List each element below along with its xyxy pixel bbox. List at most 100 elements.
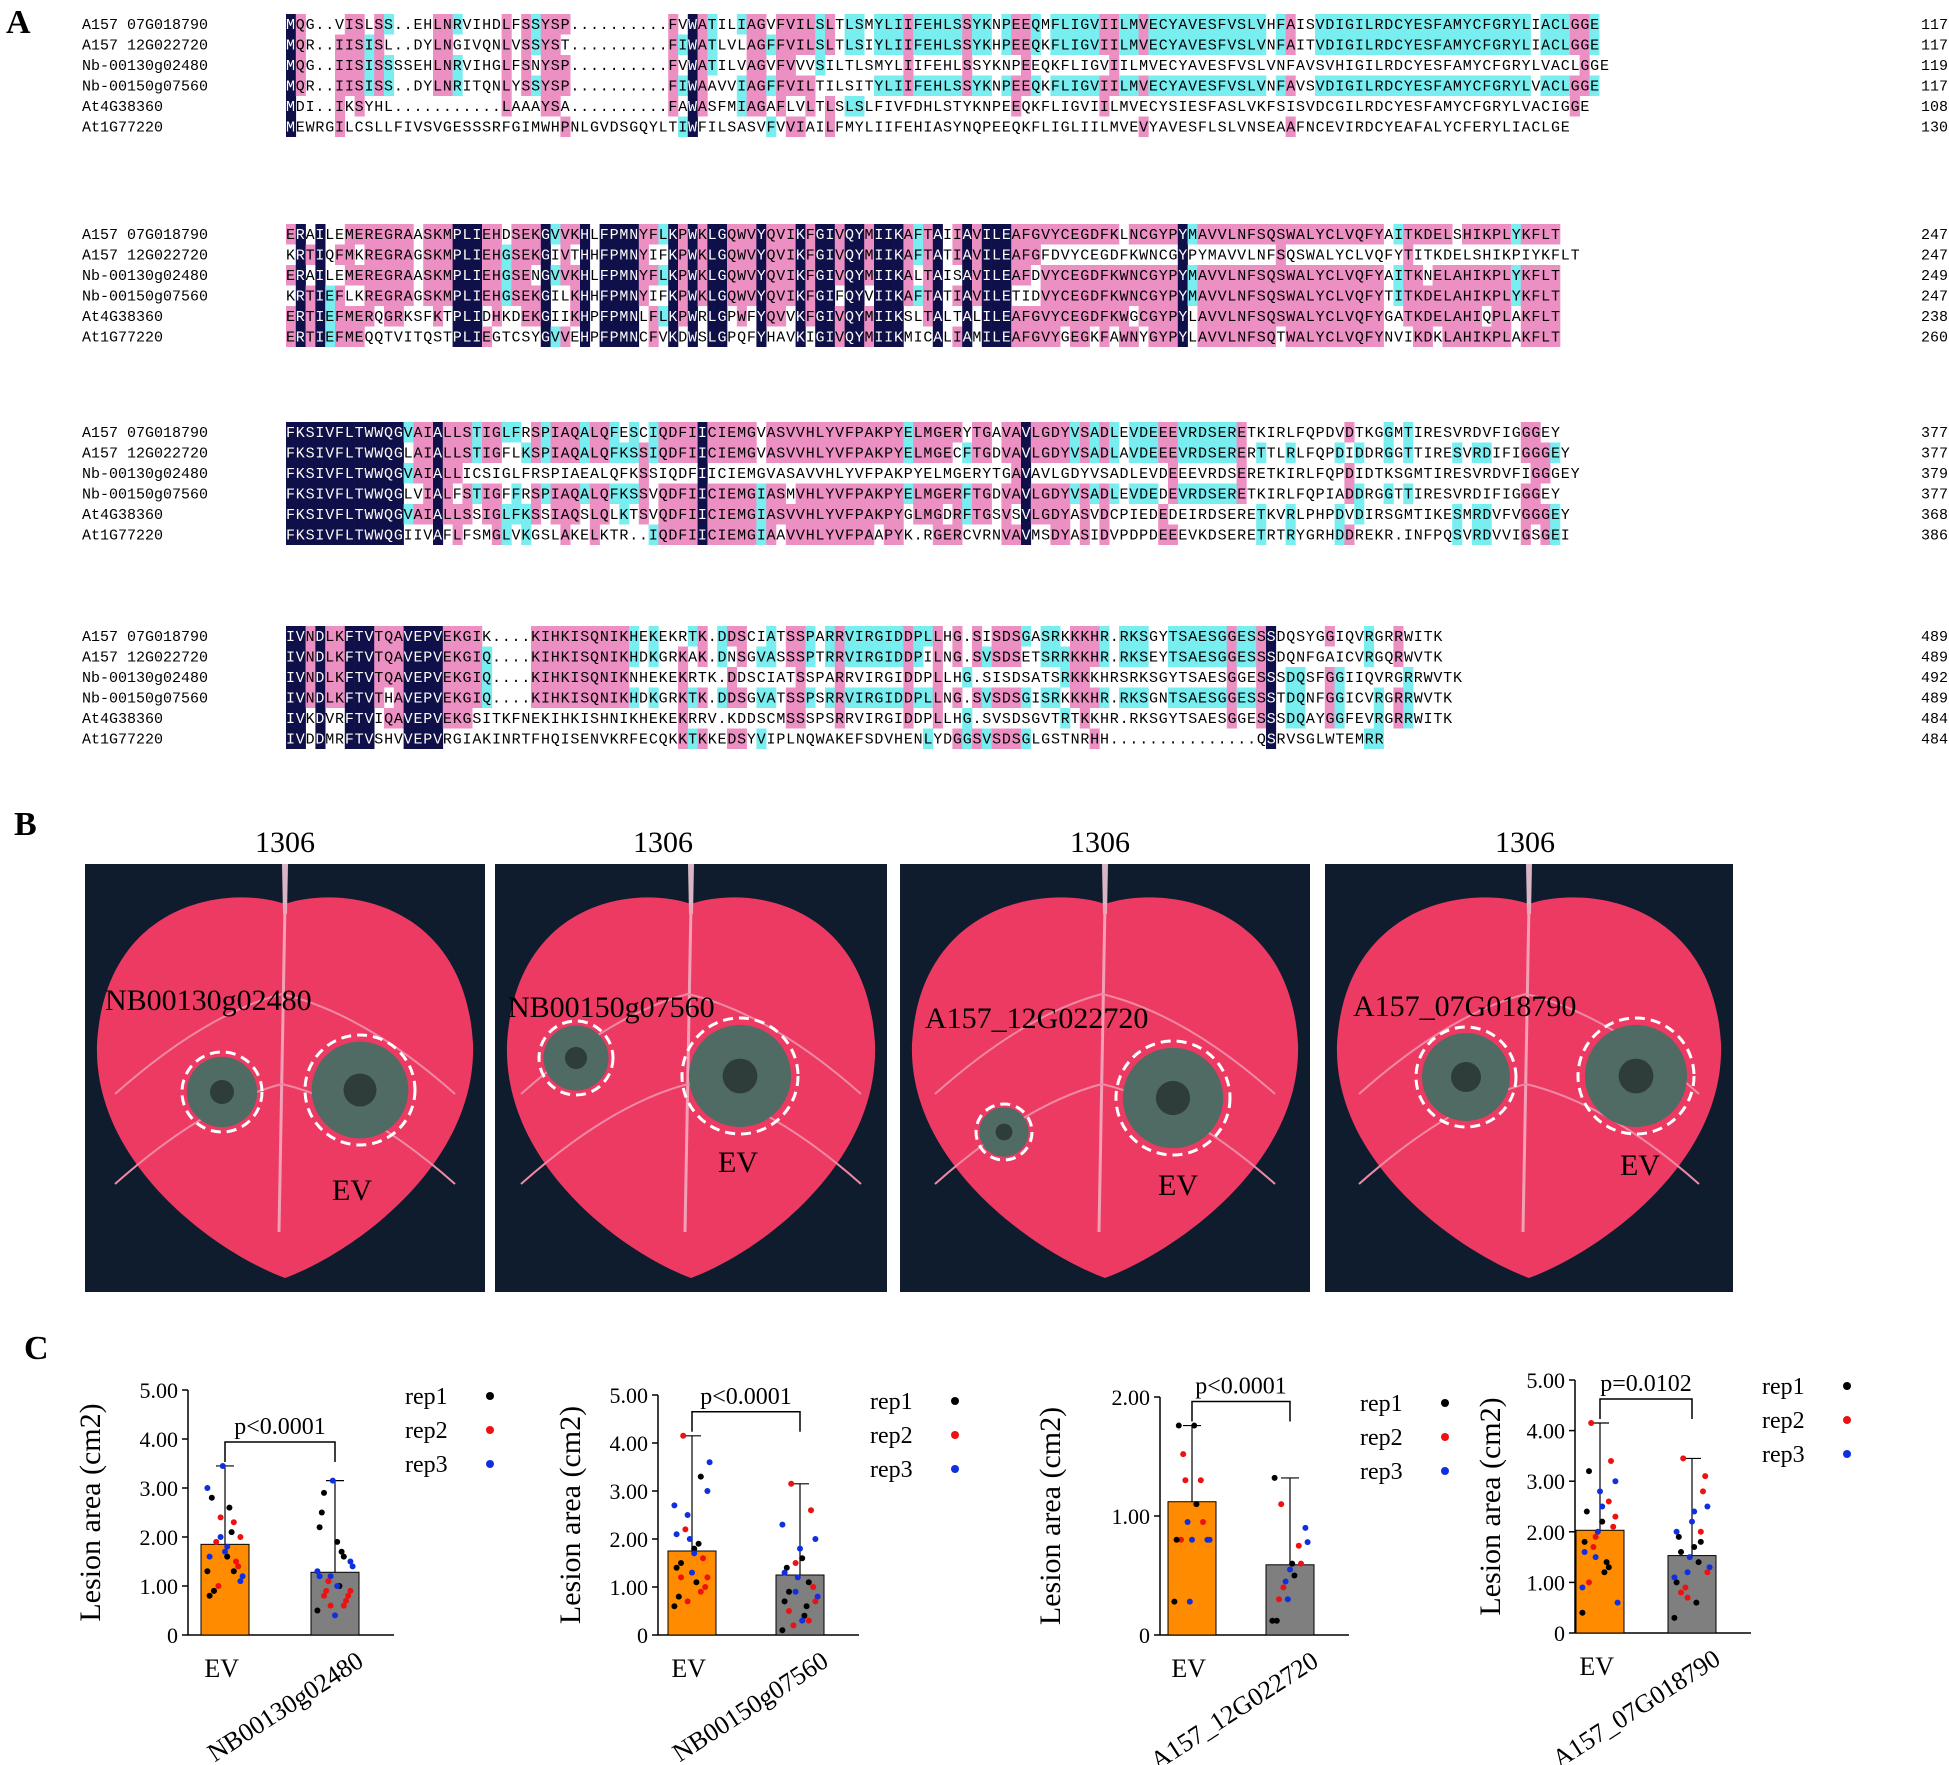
residue-shade xyxy=(580,626,591,647)
residue-shade xyxy=(619,306,630,327)
residue-shade xyxy=(981,504,992,525)
residue-shade xyxy=(1070,687,1081,708)
residue-shade xyxy=(805,285,816,306)
data-point xyxy=(235,1563,242,1570)
data-point xyxy=(314,1607,321,1614)
residue-shade xyxy=(1530,224,1541,245)
residue-shade xyxy=(736,285,747,306)
residue-shade xyxy=(629,646,640,667)
sequence-end-position: 377 xyxy=(1921,446,1948,463)
data-point xyxy=(1271,1474,1278,1481)
residue-shade xyxy=(923,504,934,525)
residue-shade xyxy=(433,34,444,55)
residue-shade xyxy=(433,265,444,286)
residue-shade xyxy=(482,285,493,306)
residue-shade xyxy=(325,306,336,327)
residue-shade xyxy=(727,483,738,504)
residue-shade xyxy=(981,306,992,327)
residue-shade xyxy=(1187,75,1198,96)
residue-shade xyxy=(923,442,934,463)
residue-shade xyxy=(1099,34,1110,55)
residue-shade xyxy=(1403,14,1414,35)
residue-shade xyxy=(1236,483,1247,504)
residue-shade xyxy=(756,285,767,306)
residue-shade xyxy=(1246,285,1257,306)
data-point xyxy=(1295,1542,1302,1549)
residue-shade xyxy=(589,442,600,463)
residue-shade xyxy=(325,422,336,443)
residue-shade xyxy=(374,463,385,484)
residue-shade xyxy=(687,96,698,117)
residue-shade xyxy=(687,326,698,347)
data-point xyxy=(1594,1528,1601,1535)
residue-shade xyxy=(1579,34,1590,55)
sequence-residues: IVNDLKFTVTHAVEPVEKGIQ....KIHKISQNIKHDKGR… xyxy=(286,691,1452,708)
identical-residues: R I PLI G H FPMN K W LG Y K GI QY IIK A … xyxy=(286,309,1560,326)
residue-shade xyxy=(1128,285,1139,306)
residue-shade xyxy=(1481,504,1492,525)
legend-marker xyxy=(1843,1416,1851,1424)
residue-shade xyxy=(1334,75,1345,96)
residue-shade xyxy=(325,504,336,525)
data-point xyxy=(788,1480,795,1487)
residue-shade xyxy=(1168,265,1179,286)
residue-shade xyxy=(531,306,542,327)
residue-shade xyxy=(795,687,806,708)
residue-shade xyxy=(903,14,914,35)
y-tick-label: 2.00 xyxy=(1527,1520,1566,1545)
residue-shade xyxy=(629,483,640,504)
residue-shade xyxy=(1217,265,1228,286)
residue-shade xyxy=(384,75,395,96)
residue-shade xyxy=(697,96,708,117)
residue-shade xyxy=(717,442,728,463)
residue-shade xyxy=(511,504,522,525)
residue-shade xyxy=(286,265,297,286)
residue-shade xyxy=(717,422,728,443)
residue-shade xyxy=(756,504,767,525)
residue-shade xyxy=(1452,524,1463,545)
residue-shade xyxy=(1413,34,1424,55)
residue-shade xyxy=(344,14,355,35)
residue-shade xyxy=(1197,646,1208,667)
residue-shade xyxy=(540,14,551,35)
residue-shade xyxy=(1011,442,1022,463)
residue-shade xyxy=(981,646,992,667)
residue-shade xyxy=(1442,14,1453,35)
residue-shade xyxy=(825,504,836,525)
residue-shade xyxy=(335,96,346,117)
residue-shade xyxy=(1040,483,1051,504)
residue-shade xyxy=(717,687,728,708)
residue-shade xyxy=(883,524,894,545)
residue-shade xyxy=(1481,326,1492,347)
residue-shade xyxy=(491,422,502,443)
residue-shade xyxy=(1158,224,1169,245)
residue-shade xyxy=(1197,306,1208,327)
alignment-row: Nb-00130g02480 ERAILEMEREGRAASKMPLIEHGSEN… xyxy=(82,265,1948,286)
residue-shade xyxy=(1422,34,1433,55)
leaf-blade xyxy=(911,897,1299,1278)
sequence-residues: FKSIVFLTWWQGVAIALLICSIGLFRSPIAEALQFKSSIQ… xyxy=(286,466,1580,483)
residue-shade xyxy=(1481,265,1492,286)
residue-shade xyxy=(932,442,943,463)
residue-shade xyxy=(678,285,689,306)
residue-shade xyxy=(864,442,875,463)
y-tick-label: 4.00 xyxy=(1527,1419,1566,1444)
residue-shade xyxy=(834,483,845,504)
residue-shade xyxy=(1373,34,1384,55)
residue-shade xyxy=(756,14,767,35)
residue-shade xyxy=(795,224,806,245)
alignment-row: At4G38360 IVKDVRFTVIQAVEPVEKGSITKFNEKIHKI… xyxy=(82,708,1948,729)
residue-shade xyxy=(1520,285,1531,306)
residue-shade xyxy=(1491,326,1502,347)
residue-shade xyxy=(874,244,885,265)
residue-shade xyxy=(462,483,473,504)
residue-shade xyxy=(1334,504,1345,525)
residue-shade xyxy=(540,224,551,245)
residue-shade xyxy=(1354,75,1365,96)
residue-shade xyxy=(295,728,306,749)
residue-shade xyxy=(668,265,679,286)
residue-shade xyxy=(521,34,532,55)
residue-shade xyxy=(413,667,424,688)
residue-shade xyxy=(1295,708,1306,729)
sequence-name: At1G77220 xyxy=(82,330,163,347)
